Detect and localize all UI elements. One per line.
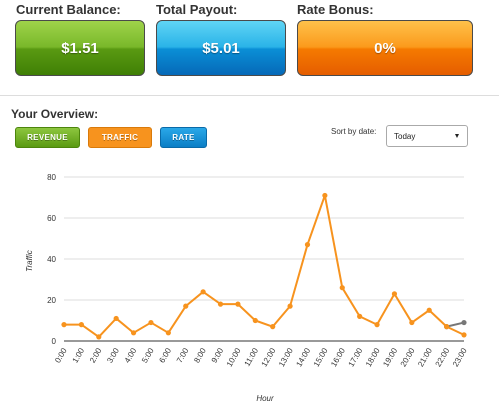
x-tick-label: 20:00 [399,346,417,368]
traffic-series-point [96,334,102,340]
traffic-series-point [391,291,398,297]
total-payout-value: $5.01 [156,20,286,76]
tab-rate[interactable]: RATE [160,127,207,148]
traffic-series-line [64,194,465,338]
x-tick-label: 10:00 [225,346,243,368]
x-tick-label: 8:00 [192,346,208,364]
y-tick-label: 80 [47,173,56,182]
y-tick-label: 20 [47,296,56,305]
x-tick-label: 7:00 [175,346,191,364]
x-tick-label: 23:00 [451,346,469,368]
chart-series [61,192,467,340]
traffic-series-point [252,317,258,324]
x-tick-label: 2:00 [88,346,104,364]
traffic-line-chart: 0 20 40 60 80 0:00 1:00 2:00 3:00 4:00 5:00 6:00 7:… [25,173,469,403]
x-axis-ticks: 0:00 1:00 2:00 3:00 4:00 5:00 6:00 7:00 8:00 9:00… [53,346,469,368]
chevron-down-icon [455,134,459,138]
x-tick-label: 18:00 [364,346,382,368]
traffic-series-point [287,303,293,309]
traffic-series-point [322,192,328,199]
overview-title: Your Overview: [11,107,99,121]
y-axis-title: Traffic [25,250,34,272]
traffic-series-point [461,332,467,338]
traffic-series-point [148,319,154,326]
traffic-series-point [235,301,241,307]
traffic-series-point [304,242,311,248]
x-tick-label: 21:00 [416,346,434,368]
rate-bonus-value: 0% [297,20,473,76]
x-tick-label: 19:00 [381,346,399,368]
traffic-series-point [409,319,415,326]
x-tick-label: 22:00 [434,346,452,368]
traffic-series-point [426,307,432,313]
current-balance-label: Current Balance: [16,2,121,17]
section-divider [0,95,499,96]
sort-by-date-label: Sort by date: [331,127,377,136]
x-tick-label: 15:00 [312,346,330,368]
traffic-series-point [357,313,363,319]
total-payout-label: Total Payout: [156,2,238,17]
x-tick-label: 11:00 [243,346,261,368]
secondary-series-point [461,319,467,326]
traffic-series-point [200,289,206,295]
traffic-series-point [78,322,84,328]
rate-bonus-label: Rate Bonus: [297,2,374,17]
x-tick-label: 14:00 [294,346,312,368]
y-axis-ticks: 0 20 40 60 80 [47,173,56,346]
x-tick-label: 13:00 [277,346,295,368]
x-tick-label: 0:00 [53,346,69,364]
traffic-series-point [113,315,119,322]
secondary-series-line [446,321,465,328]
sort-by-date-value: Today [394,131,416,141]
x-tick-label: 17:00 [347,346,365,368]
y-tick-label: 60 [47,214,56,223]
tab-traffic[interactable]: TRAFFIC [88,127,152,148]
x-tick-label: 3:00 [105,346,121,364]
x-tick-label: 6:00 [157,346,173,364]
traffic-series-point [61,322,67,328]
chart-grid [64,176,464,342]
x-tick-label: 5:00 [140,346,156,364]
traffic-series-point [374,322,380,328]
y-tick-label: 40 [47,255,56,264]
traffic-series-point [339,285,345,291]
traffic-series-point [444,324,450,330]
traffic-series-point [217,301,224,307]
x-tick-label: 1:00 [71,346,87,364]
tab-revenue[interactable]: REVENUE [15,127,80,148]
x-tick-label: 16:00 [329,346,347,368]
x-tick-label: 12:00 [260,346,278,368]
traffic-series-point [130,330,137,336]
x-axis-title: Hour [256,394,274,403]
current-balance-value: $1.51 [15,20,145,76]
sort-by-date-select[interactable]: Today [386,125,468,147]
x-tick-label: 4:00 [123,346,139,364]
traffic-series-point [183,303,189,309]
x-tick-label: 9:00 [210,346,226,364]
traffic-series-point [165,330,171,336]
traffic-series-point [270,324,276,330]
y-tick-label: 0 [52,337,57,346]
